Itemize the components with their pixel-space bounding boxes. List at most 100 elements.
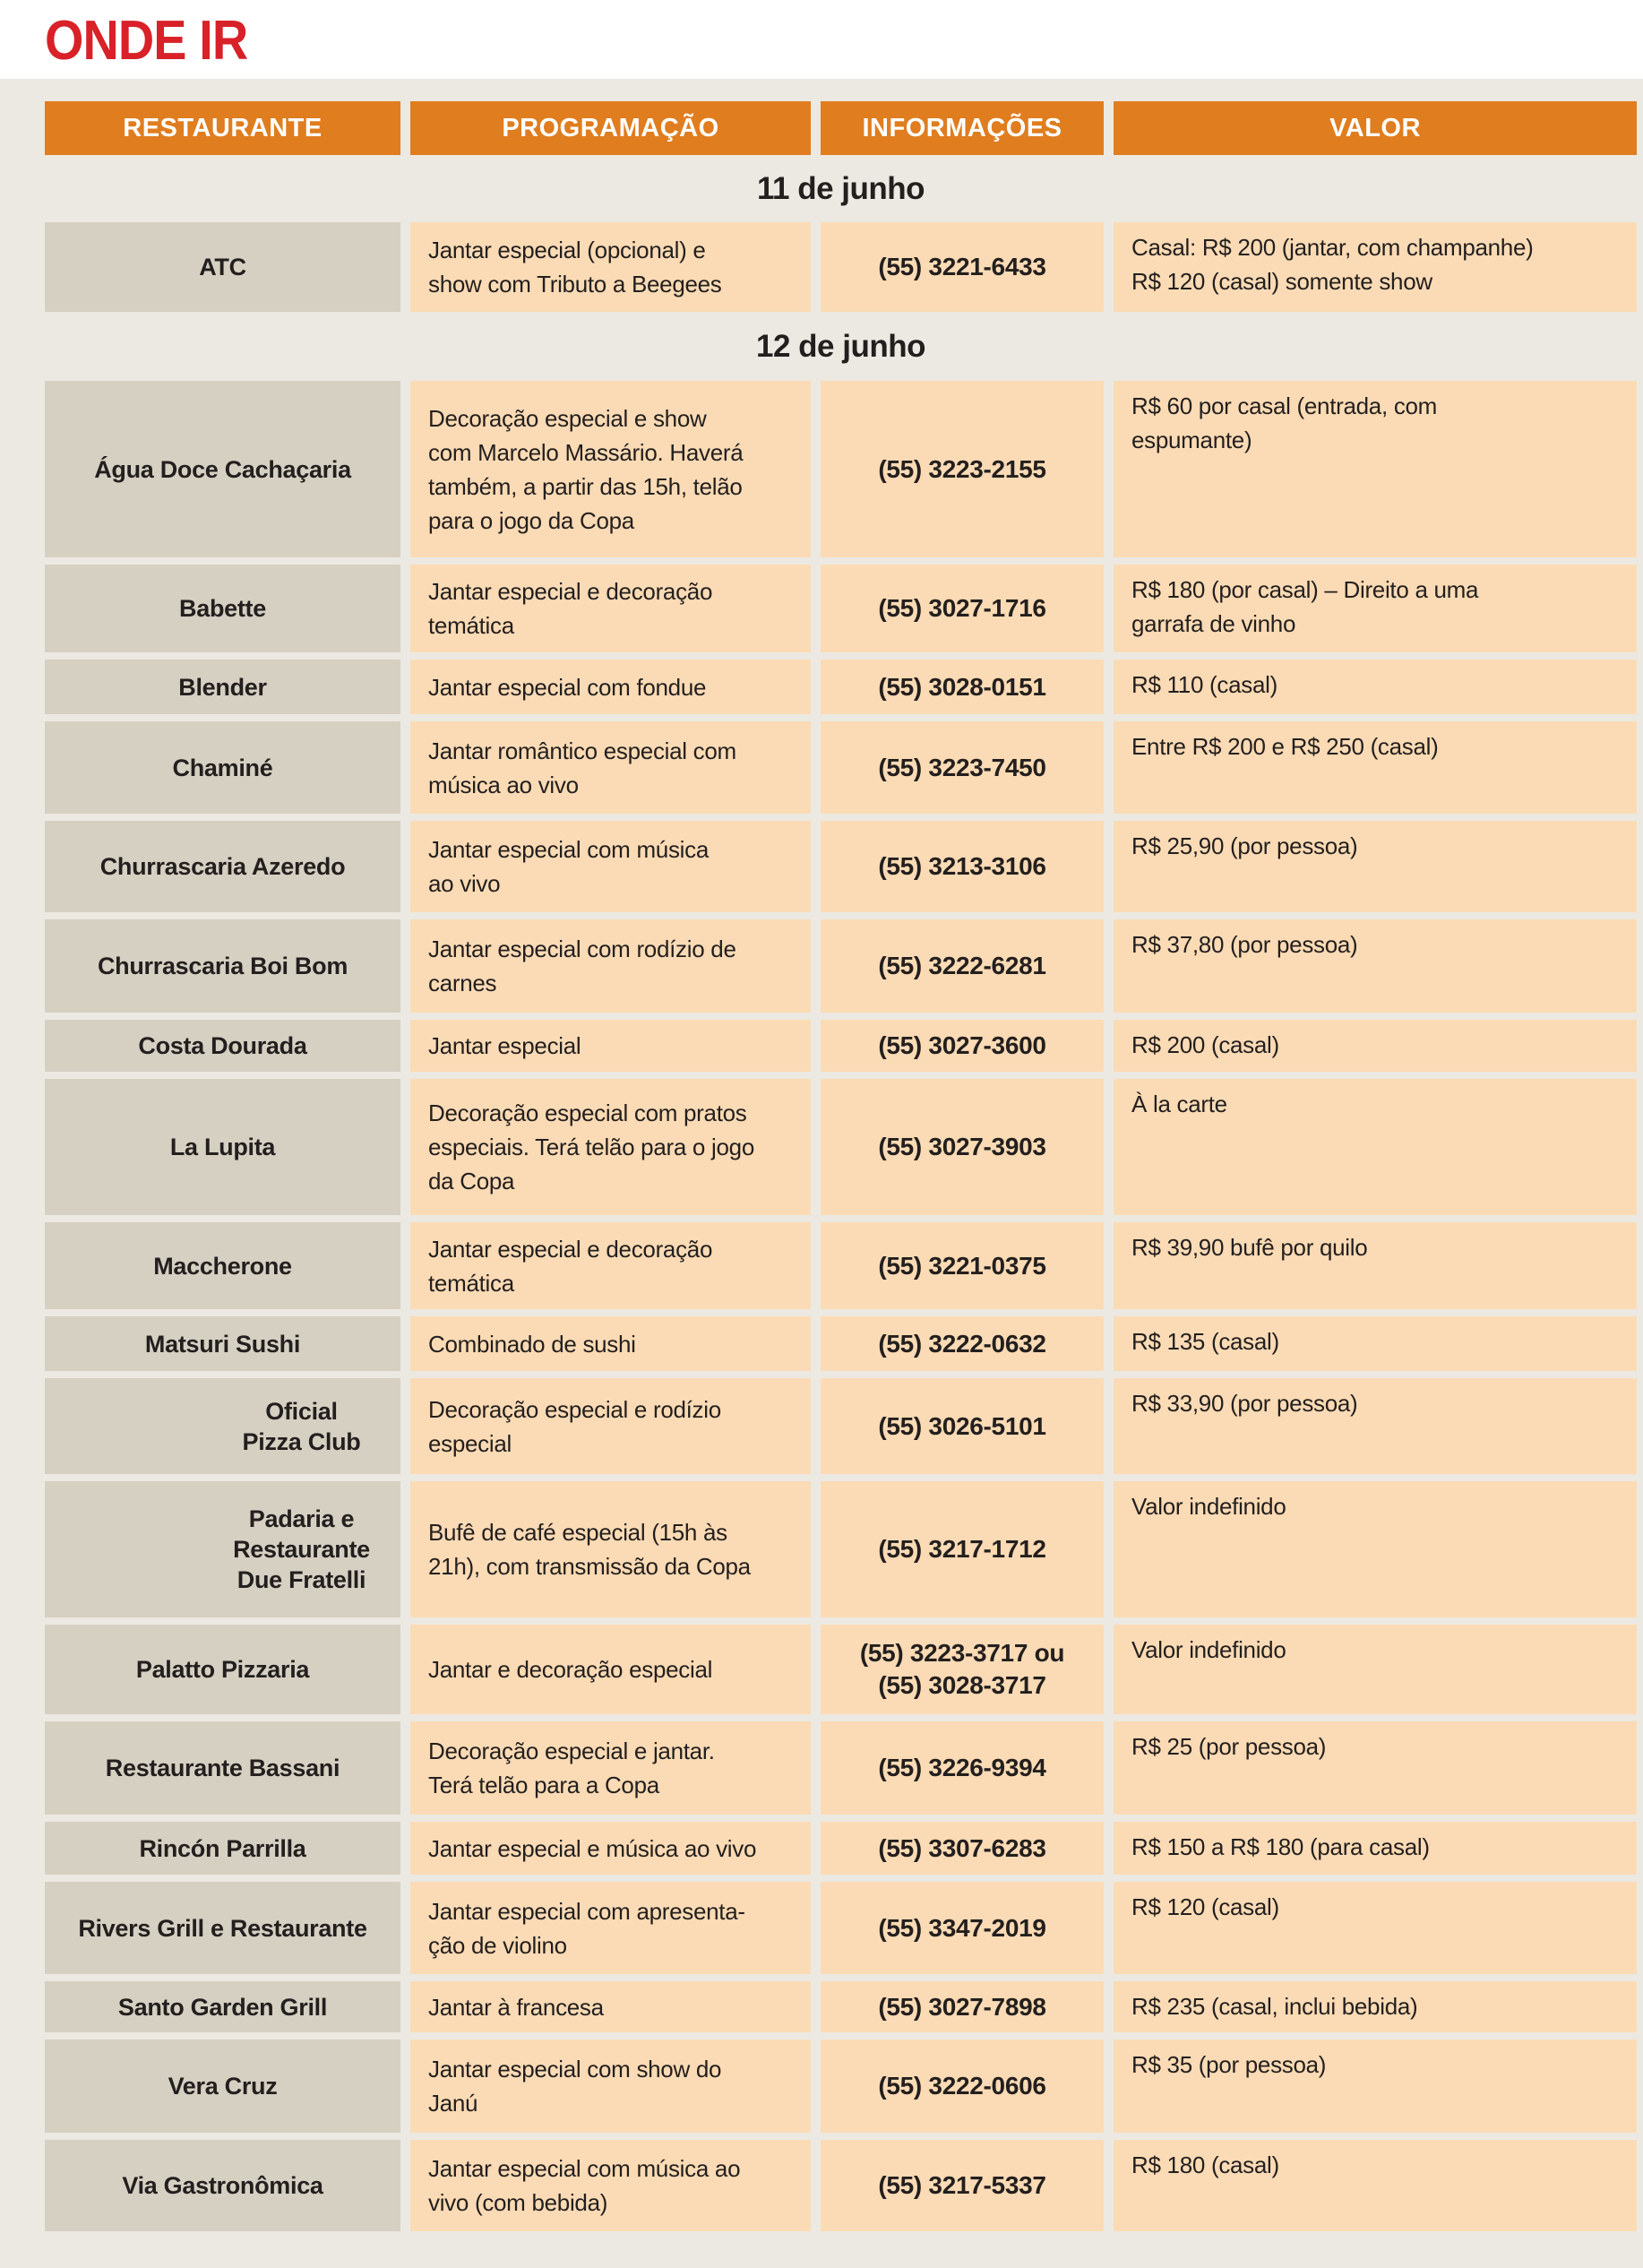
restaurant-name-cell: Rivers Grill e Restaurante: [45, 1882, 400, 1974]
table-row: Vera Cruz Jantar especial com show do Jan…: [45, 2039, 1637, 2133]
price-cell: R$ 25 (por pessoa): [1114, 1721, 1637, 1815]
program-cell: Jantar romântico especial com música ao …: [410, 721, 811, 814]
restaurant-name-cell: Chaminé: [45, 721, 400, 814]
table-row: Oficial Pizza Club Decoração especial e r…: [45, 1378, 1637, 1474]
restaurant-name-cell: Costa Dourada: [45, 1020, 400, 1072]
phone-info-cell: (55) 3222-6281: [821, 919, 1104, 1013]
phone-info-cell: (55) 3213-3106: [821, 821, 1104, 912]
program-cell: Decoração especial e rodízio especial: [410, 1378, 811, 1474]
restaurant-name-cell: Babette: [45, 565, 400, 652]
price-cell: R$ 200 (casal): [1114, 1020, 1637, 1072]
restaurant-name-cell: Palatto Pizzaria: [45, 1625, 400, 1714]
restaurant-name-cell: Vera Cruz: [45, 2039, 400, 2133]
restaurant-name-cell: Matsuri Sushi: [45, 1316, 400, 1371]
program-cell: Jantar especial e decoração temática: [410, 565, 811, 652]
table-body: 11 de junho ATC Jantar especial (opcional)…: [45, 155, 1643, 2231]
phone-info-cell: (55) 3027-1716: [821, 565, 1104, 652]
restaurant-name-cell: Churrascaria Azeredo: [45, 821, 400, 912]
phone-info-cell: (55) 3026-5101: [821, 1378, 1104, 1474]
price-cell: R$ 180 (por casal) – Direito a uma garra…: [1114, 565, 1637, 652]
restaurant-name-cell: Oficial Pizza Club: [45, 1378, 400, 1474]
program-cell: Jantar especial e música ao vivo: [410, 1822, 811, 1875]
price-cell: R$ 180 (casal): [1114, 2140, 1637, 2231]
restaurant-name-cell: Água Doce Cachaçaria: [45, 381, 400, 557]
program-cell: Jantar especial com fondue: [410, 660, 811, 714]
phone-info-cell: (55) 3217-5337: [821, 2140, 1104, 2231]
price-cell: Casal: R$ 200 (jantar, com champanhe) R$…: [1114, 222, 1637, 312]
program-cell: Jantar especial com música ao vivo (com …: [410, 2140, 811, 2231]
page-title: ONDE IR: [45, 10, 248, 72]
price-cell: R$ 235 (casal, inclui bebida): [1114, 1981, 1637, 2032]
restaurant-name-cell: ATC: [45, 222, 400, 312]
table-row: Água Doce Cachaçaria Decoração especial e…: [45, 381, 1637, 557]
price-cell: R$ 33,90 (por pessoa): [1114, 1378, 1637, 1474]
phone-info-cell: (55) 3223-7450: [821, 721, 1104, 814]
program-cell: Combinado de sushi: [410, 1316, 811, 1371]
price-cell: R$ 110 (casal): [1114, 660, 1637, 714]
table-row: Churrascaria Azeredo Jantar especial com …: [45, 821, 1637, 912]
phone-info-cell: (55) 3221-0375: [821, 1222, 1104, 1309]
table-row: Blender Jantar especial com fondue (55) 30…: [45, 660, 1637, 714]
phone-info-cell: (55) 3223-3717 ou (55) 3028-3717: [821, 1625, 1104, 1714]
phone-info-cell: (55) 3027-3600: [821, 1020, 1104, 1072]
price-cell: Valor indefinido: [1114, 1625, 1637, 1714]
table-row: Padaria e Restaurante Due Fratelli Bufê d…: [45, 1481, 1637, 1617]
table-row: Via Gastronômica Jantar especial com músi…: [45, 2140, 1637, 2231]
phone-info-cell: (55) 3347-2019: [821, 1882, 1104, 1974]
price-cell: R$ 135 (casal): [1114, 1316, 1637, 1371]
program-cell: Decoração especial e jantar. Terá telão …: [410, 1721, 811, 1815]
phone-info-cell: (55) 3217-1712: [821, 1481, 1104, 1617]
restaurant-name-cell: Blender: [45, 660, 400, 714]
price-cell: R$ 25,90 (por pessoa): [1114, 821, 1637, 912]
program-cell: Jantar especial: [410, 1020, 811, 1072]
restaurant-name-cell: Rincón Parrilla: [45, 1822, 400, 1875]
date-section-header: 12 de junho: [45, 312, 1637, 381]
phone-info-cell: (55) 3027-3903: [821, 1079, 1104, 1215]
program-cell: Jantar especial com música ao vivo: [410, 821, 811, 912]
phone-info-cell: (55) 3222-0606: [821, 2039, 1104, 2133]
restaurant-name-cell: Via Gastronômica: [45, 2140, 400, 2231]
table-row: Santo Garden Grill Jantar à francesa (55) …: [45, 1981, 1637, 2032]
program-cell: Decoração especial com pratos especiais.…: [410, 1079, 811, 1215]
price-cell: Entre R$ 200 e R$ 250 (casal): [1114, 721, 1637, 814]
restaurant-name-cell: La Lupita: [45, 1079, 400, 1215]
table-row: Costa Dourada Jantar especial (55) 3027-36…: [45, 1020, 1637, 1072]
program-cell: Jantar especial e decoração temática: [410, 1222, 811, 1309]
program-cell: Jantar especial com rodízio de carnes: [410, 919, 811, 1013]
price-cell: Valor indefinido: [1114, 1481, 1637, 1617]
table-row: Rincón Parrilla Jantar especial e música …: [45, 1822, 1637, 1875]
restaurant-name-cell: Santo Garden Grill: [45, 1981, 400, 2032]
program-cell: Jantar e decoração especial: [410, 1625, 811, 1714]
table-row: Matsuri Sushi Combinado de sushi (55) 3222…: [45, 1316, 1637, 1371]
phone-info-cell: (55) 3027-7898: [821, 1981, 1104, 2032]
price-cell: R$ 60 por casal (entrada, com espumante): [1114, 381, 1637, 557]
table-row: Babette Jantar especial e decoração temát…: [45, 565, 1637, 652]
price-cell: R$ 120 (casal): [1114, 1882, 1637, 1974]
date-section-label: 11 de junho: [756, 170, 925, 206]
column-header-informacoes: INFORMAÇÕES: [821, 101, 1104, 155]
price-cell: R$ 39,90 bufê por quilo: [1114, 1222, 1637, 1309]
table-row: Maccherone Jantar especial e decoração te…: [45, 1222, 1637, 1309]
date-section-label: 12 de junho: [756, 328, 925, 364]
restaurant-name-cell: Restaurante Bassani: [45, 1721, 400, 1815]
column-header-restaurante: RESTAURANTE: [45, 101, 400, 155]
table-row: ATC Jantar especial (opcional) e show com…: [45, 222, 1637, 312]
restaurant-name-cell: Padaria e Restaurante Due Fratelli: [45, 1481, 400, 1617]
phone-info-cell: (55) 3223-2155: [821, 381, 1104, 557]
program-cell: Jantar especial (opcional) e show com Tr…: [410, 222, 811, 312]
program-cell: Bufê de café especial (15h às 21h), com …: [410, 1481, 811, 1617]
date-section-header: 11 de junho: [45, 155, 1637, 222]
price-cell: À la carte: [1114, 1079, 1637, 1215]
program-cell: Jantar especial com show do Janú: [410, 2039, 811, 2133]
phone-info-cell: (55) 3226-9394: [821, 1721, 1104, 1815]
column-header-valor: VALOR: [1114, 101, 1637, 155]
price-cell: R$ 35 (por pessoa): [1114, 2039, 1637, 2133]
table-row: Restaurante Bassani Decoração especial e …: [45, 1721, 1637, 1815]
program-cell: Jantar especial com apresenta- ção de vi…: [410, 1882, 811, 1974]
restaurant-name-cell: Churrascaria Boi Bom: [45, 919, 400, 1013]
program-cell: Jantar à francesa: [410, 1981, 811, 2032]
price-cell: R$ 37,80 (por pessoa): [1114, 919, 1637, 1013]
title-bar: ONDE IR: [0, 0, 1643, 79]
phone-info-cell: (55) 3307-6283: [821, 1822, 1104, 1875]
column-header-programacao: PROGRAMAÇÃO: [410, 101, 811, 155]
